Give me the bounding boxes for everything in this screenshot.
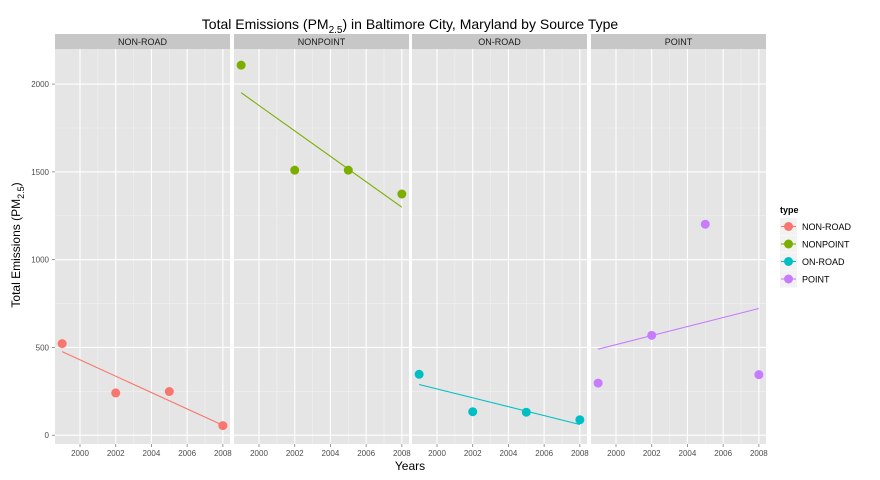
y-tick-label: 500: [36, 343, 50, 352]
data-point-nonpoint-2002: [290, 165, 300, 175]
trend-line-non-road: [61, 351, 224, 426]
data-point-point-1999: [593, 378, 603, 388]
facet-strip-non-road: [55, 34, 230, 49]
x-axis-title: Years: [395, 459, 425, 473]
legend-entry-point: POINT: [780, 270, 830, 288]
x-tick-label: 2004: [322, 449, 340, 458]
facet-strip-point: [591, 34, 766, 49]
facet-panel-background: [591, 49, 766, 444]
x-tick-label: 2006: [714, 449, 732, 458]
chart-title-suffix: ) in Baltimore City, Maryland by Source …: [343, 16, 619, 32]
y-tick-label: 1500: [31, 168, 49, 177]
facet-panel-background: [412, 49, 587, 444]
y-axis-title-subscript: 2.5: [16, 186, 26, 199]
x-tick-label: 2000: [428, 449, 446, 458]
x-tick-label: 2000: [71, 449, 89, 458]
legend: type NON-ROAD NONPOINT ON-ROAD POINT: [780, 205, 851, 288]
legend-title: type: [780, 205, 799, 215]
data-point-non-road-1999: [57, 339, 67, 349]
legend-entry-nonpoint: NONPOINT: [780, 235, 850, 253]
chart-title-prefix: Total Emissions (PM: [202, 16, 329, 32]
facet-strip-label: ON-ROAD: [478, 37, 521, 47]
facet-strip-nonpoint: [234, 34, 409, 49]
facet-nonpoint: NONPOINT 2000 2002 2004 2006 2008: [234, 34, 411, 458]
x-tick-label: 2006: [535, 449, 553, 458]
legend-key-point: [784, 257, 793, 266]
x-tick-label: 2004: [679, 449, 697, 458]
x-tick-label: 2008: [214, 449, 232, 458]
y-axis-title-suffix: ): [9, 182, 23, 186]
legend-entry-on-road: ON-ROAD: [780, 253, 845, 270]
y-axis-title: Total Emissions (PM2.5): [9, 182, 26, 307]
y-axis: 0 500 1000 1500 2000: [31, 80, 55, 440]
facet-panel-background: [55, 49, 230, 444]
data-point-non-road-2008: [218, 421, 228, 431]
data-point-on-road-2002: [468, 407, 478, 417]
legend-label: NON-ROAD: [802, 222, 851, 232]
data-point-nonpoint-1999: [236, 60, 246, 70]
y-tick-label: 1000: [31, 256, 49, 265]
legend-label: ON-ROAD: [802, 257, 845, 267]
data-point-non-road-2002: [111, 388, 121, 398]
facet-strip-label: NONPOINT: [298, 37, 346, 47]
data-point-on-road-2008: [575, 415, 585, 425]
data-point-on-road-1999: [414, 369, 424, 379]
y-tick-label: 2000: [31, 80, 49, 89]
chart-title: Total Emissions (PM2.5) in Baltimore Cit…: [202, 16, 619, 36]
y-axis-title-prefix: Total Emissions (PM: [9, 199, 23, 308]
facet-point: POINT 2000 2002 2004 2006 2008: [591, 34, 768, 458]
x-tick-label: 2006: [357, 449, 375, 458]
data-point-point-2008: [754, 370, 764, 380]
data-point-point-2005: [700, 219, 710, 229]
chart-title-subscript: 2.5: [329, 25, 343, 36]
facet-on-road: ON-ROAD 2000 2002 2004 2006 2008: [412, 34, 589, 458]
data-point-non-road-2005: [164, 387, 174, 397]
x-tick-label: 2008: [393, 449, 411, 458]
x-tick-label: 2002: [107, 449, 125, 458]
x-tick-label: 2002: [286, 449, 304, 458]
legend-key-point: [784, 274, 793, 284]
facet-strip-label: NON-ROAD: [118, 37, 167, 47]
legend-key-point: [784, 239, 793, 249]
x-tick-label: 2002: [464, 449, 482, 458]
x-tick-label: 2002: [643, 449, 661, 458]
facet-strip-label: POINT: [665, 37, 693, 47]
legend-entry-non-road: NON-ROAD: [780, 218, 851, 235]
legend-key-point: [784, 222, 793, 231]
trend-line-on-road: [419, 383, 580, 426]
x-tick-label: 2006: [178, 449, 196, 458]
facet-non-road: NON-ROAD 2000 2002 2004 2006 2008: [55, 34, 232, 458]
legend-label: NONPOINT: [802, 240, 850, 250]
x-tick-label: 2008: [571, 449, 589, 458]
x-tick-label: 2000: [250, 449, 268, 458]
data-point-nonpoint-2005: [343, 165, 353, 175]
trend-line-nonpoint: [240, 92, 403, 208]
x-tick-label: 2004: [143, 449, 161, 458]
facet-panels: NON-ROAD 2000 2002 2004 2006 2008 NONPOINT 2000…: [31, 34, 768, 458]
data-point-point-2002: [647, 330, 657, 340]
data-point-nonpoint-2008: [397, 189, 407, 199]
x-tick-label: 2008: [750, 449, 768, 458]
facet-panel-background: [234, 49, 409, 444]
x-tick-label: 2004: [500, 449, 518, 458]
data-point-on-road-2005: [521, 407, 531, 417]
x-tick-label: 2000: [607, 449, 625, 458]
legend-label: POINT: [802, 275, 830, 285]
y-tick-label: 0: [45, 431, 50, 440]
trend-line-point: [598, 307, 759, 350]
facet-strip-on-road: [412, 34, 587, 49]
